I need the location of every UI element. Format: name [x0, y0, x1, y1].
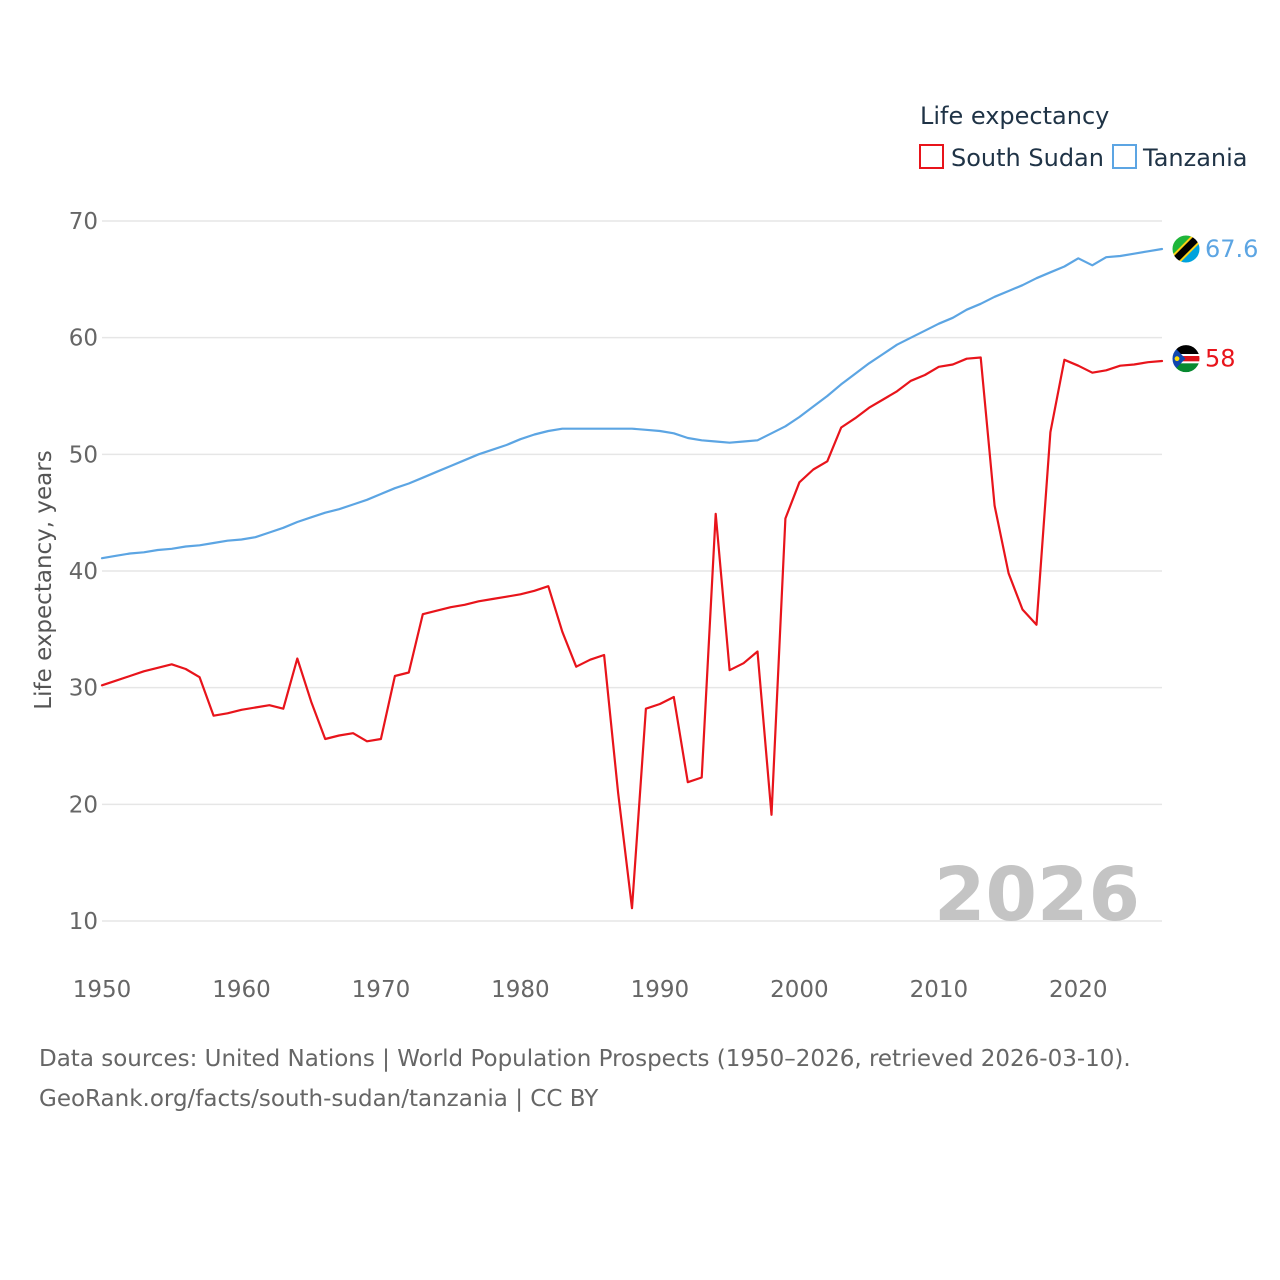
- y-tick-label: 70: [69, 209, 98, 235]
- legend: Life expectancy South Sudan Tanzania: [919, 102, 1248, 172]
- x-tick-label: 1980: [491, 977, 550, 1003]
- end-label-tanzania: 67.6: [1205, 235, 1258, 263]
- x-tick-label: 2010: [910, 977, 969, 1003]
- series-line-south-sudan[interactable]: [100, 356, 1164, 910]
- y-tick-label: 50: [69, 442, 98, 468]
- grid-lines: [102, 220, 1162, 922]
- series-lines: [100, 247, 1164, 910]
- x-tick-label: 1970: [352, 977, 411, 1003]
- legend-label-tanzania: Tanzania: [1142, 144, 1248, 172]
- y-tick-label: 10: [69, 909, 98, 935]
- legend-swatch-tanzania: [1112, 144, 1137, 169]
- legend-title: Life expectancy: [920, 102, 1109, 130]
- series-line-tanzania[interactable]: [100, 247, 1164, 560]
- legend-swatch-south-sudan: [919, 144, 944, 169]
- end-label-south-sudan: 58: [1205, 345, 1236, 373]
- y-tick-label: 20: [69, 792, 98, 818]
- y-tick-label: 30: [69, 676, 98, 702]
- y-tick-label: 40: [69, 559, 98, 585]
- legend-label-south-sudan: South Sudan: [951, 144, 1104, 172]
- x-tick-label: 1990: [631, 977, 690, 1003]
- legend-item-tanzania[interactable]: Tanzania: [1112, 144, 1248, 172]
- x-tick-label: 2020: [1049, 977, 1108, 1003]
- x-tick-label: 1950: [73, 977, 132, 1003]
- y-axis-ticks: 10 20 30 40 50 60 70: [69, 209, 98, 935]
- legend-item-south-sudan[interactable]: South Sudan: [919, 144, 1104, 172]
- x-axis-ticks: 1950 1960 1970 1980 1990 2000 2010 2020: [73, 977, 1108, 1003]
- source-link: GeoRank.org/facts/south-sudan/tanzania |…: [39, 1086, 599, 1112]
- y-tick-label: 60: [69, 326, 98, 352]
- y-axis-title: Life expectancy, years: [31, 450, 57, 709]
- end-markers: 58 67.6: [1171, 234, 1258, 374]
- x-tick-label: 2000: [770, 977, 829, 1003]
- life-expectancy-chart: 10 20 30 40 50 60 70 1950 1960 1970 1980 1990 2000 2…: [31, 102, 1258, 1003]
- source-citation: Data sources: United Nations | World Pop…: [39, 1046, 1131, 1072]
- year-watermark: 2026: [934, 852, 1140, 938]
- x-tick-label: 1960: [212, 977, 271, 1003]
- tanzania-flag-icon: [1171, 234, 1201, 264]
- south-sudan-flag-icon: [1171, 344, 1201, 374]
